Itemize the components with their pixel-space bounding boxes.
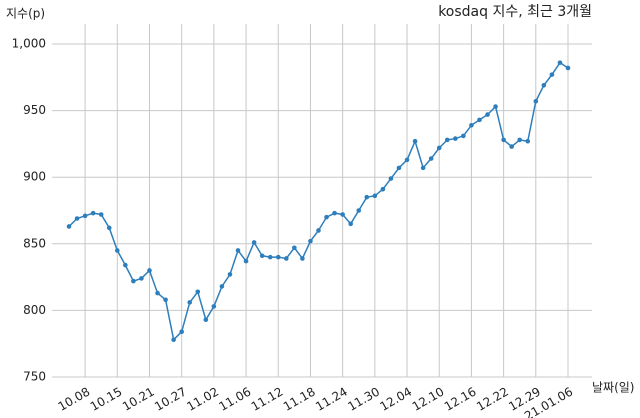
- data-point: [187, 300, 193, 305]
- series-line: [68, 61, 569, 342]
- data-point: [267, 254, 273, 260]
- x-tick-label: 11.06: [217, 385, 254, 414]
- data-point: [139, 276, 144, 281]
- data-point: [235, 248, 241, 253]
- x-tick-label: 11.30: [345, 385, 382, 414]
- data-point: [74, 216, 80, 221]
- data-point: [541, 82, 547, 88]
- y-axis-label: 지수(p): [6, 7, 45, 21]
- x-tick-label: 11.18: [281, 385, 318, 414]
- data-point: [259, 253, 265, 259]
- data-point: [195, 289, 201, 295]
- data-point: [364, 194, 370, 200]
- x-tick-label: 10.08: [56, 385, 93, 414]
- data-point: [501, 137, 506, 143]
- data-point: [436, 145, 442, 151]
- x-tick-label: 11.24: [313, 385, 350, 414]
- data-point: [66, 224, 72, 229]
- data-point: [243, 258, 249, 264]
- data-point: [131, 278, 136, 284]
- data-point: [477, 117, 482, 123]
- x-tick-label: 10.15: [88, 385, 125, 414]
- data-point: [412, 138, 418, 144]
- x-tick-label: 11.12: [249, 385, 286, 414]
- data-point: [557, 60, 563, 65]
- y-tick-label: 750: [23, 370, 46, 384]
- x-tick-label: 12.04: [378, 385, 415, 414]
- data-point: [469, 122, 474, 128]
- data-point: [114, 248, 120, 253]
- data-point: [219, 284, 225, 289]
- data-point: [525, 138, 531, 144]
- data-point: [356, 208, 362, 213]
- data-point: [533, 98, 539, 104]
- data-point: [517, 137, 523, 143]
- data-point: [453, 136, 458, 141]
- chart-title: kosdaq 지수, 최근 3개월: [438, 4, 592, 20]
- data-point: [171, 337, 176, 343]
- data-point: [251, 240, 257, 245]
- data-point: [461, 133, 466, 139]
- y-tick-label: 800: [23, 303, 46, 317]
- data-point: [90, 210, 96, 216]
- data-point: [106, 225, 112, 231]
- x-tick-label: 12.10: [410, 385, 447, 414]
- y-tick-label: 900: [23, 170, 46, 184]
- x-axis-label: 날짜(일): [592, 381, 634, 395]
- y-tick-label: 950: [23, 103, 46, 117]
- x-tick-label: 11.02: [184, 385, 221, 414]
- data-point: [163, 297, 168, 303]
- data-point: [227, 272, 233, 277]
- y-tick-label: 850: [23, 236, 46, 250]
- data-point: [284, 256, 289, 261]
- data-point: [340, 212, 345, 217]
- data-point: [348, 221, 353, 227]
- data-point: [179, 329, 184, 335]
- data-point: [380, 186, 386, 192]
- x-tick-label: 12.16: [442, 385, 479, 414]
- x-tick-label: 10.21: [120, 385, 157, 414]
- data-point: [404, 157, 410, 163]
- y-tick-label: 1,000: [12, 37, 46, 51]
- data-point: [549, 72, 555, 77]
- data-point: [82, 213, 88, 219]
- x-tick-label: 10.27: [152, 385, 189, 414]
- data-point: [565, 65, 571, 71]
- data-point: [493, 104, 498, 109]
- data-point: [155, 290, 160, 296]
- data-point: [509, 144, 514, 149]
- data-point: [316, 228, 321, 233]
- data-point: [485, 112, 490, 117]
- data-point: [147, 268, 152, 273]
- data-point: [372, 193, 378, 199]
- data-point: [275, 254, 281, 260]
- data-point: [324, 214, 329, 220]
- data-point: [396, 165, 402, 171]
- data-point: [292, 245, 297, 251]
- data-point: [123, 262, 128, 268]
- data-point: [388, 176, 394, 181]
- data-point: [332, 210, 337, 216]
- data-point: [308, 238, 313, 244]
- data-point: [300, 256, 305, 261]
- x-tick-label: 12.22: [474, 385, 511, 414]
- data-point: [444, 137, 450, 143]
- data-point: [428, 156, 434, 161]
- data-point: [203, 317, 209, 323]
- data-point: [211, 304, 217, 309]
- data-point: [420, 165, 426, 171]
- data-point: [98, 212, 104, 217]
